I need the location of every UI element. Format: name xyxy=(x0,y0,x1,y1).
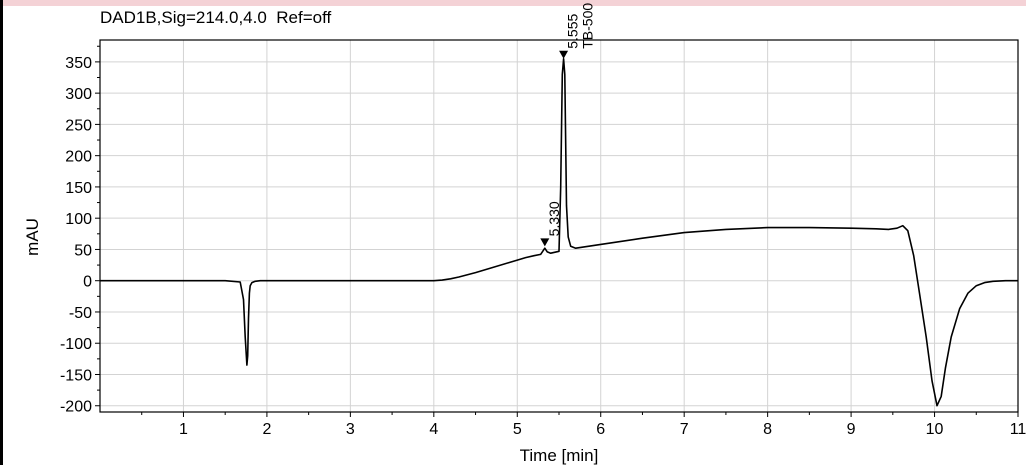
x-tick-label: 2 xyxy=(262,421,271,438)
y-tick-label: 50 xyxy=(74,242,92,259)
peak-compound-label: TB-500 xyxy=(580,3,596,49)
x-tick-label: 7 xyxy=(680,421,689,438)
x-axis-label: Time [min] xyxy=(520,446,599,465)
x-tick-label: 8 xyxy=(763,421,772,438)
peak-marker xyxy=(540,238,550,247)
x-tick-label: 11 xyxy=(1010,421,1026,438)
chromatogram-trace xyxy=(100,58,1018,407)
x-tick-label: 5 xyxy=(513,421,522,438)
grid-layer xyxy=(100,40,1019,412)
y-tick-label: -50 xyxy=(69,305,92,322)
y-tick-label: 350 xyxy=(65,55,92,72)
x-tick-label: 3 xyxy=(346,421,355,438)
window-left-border xyxy=(0,0,3,465)
y-tick-label: 0 xyxy=(83,274,92,291)
peak-annotations: 5.330 5.555 TB-500 xyxy=(540,3,596,247)
top-accent-strip xyxy=(0,0,1026,6)
peak-marker xyxy=(559,50,569,59)
y-tick-label: -200 xyxy=(60,399,92,416)
x-tick-label: 10 xyxy=(926,421,944,438)
peak-time-label: 5.330 xyxy=(546,201,562,236)
plot-area-frame xyxy=(99,39,1019,413)
x-tick-label: 6 xyxy=(596,421,605,438)
tick-layer: 1 2 3 4 5 6 7 8 9 10 11 350 300 250 200 150 100 50 0 -50 -10… xyxy=(60,45,1026,438)
peak-time-label: 5.555 xyxy=(565,14,581,49)
x-tick-label: 9 xyxy=(847,421,856,438)
y-tick-label: 250 xyxy=(65,117,92,134)
y-tick-label: -150 xyxy=(60,367,92,384)
y-axis-label: mAU xyxy=(23,218,42,256)
x-tick-label: 4 xyxy=(429,421,438,438)
x-tick-label: 1 xyxy=(179,421,188,438)
signal-title: DAD1B,Sig=214.0,4.0 Ref=off xyxy=(100,8,332,27)
y-tick-label: 300 xyxy=(65,86,92,103)
y-tick-label: 150 xyxy=(65,180,92,197)
y-tick-label: 100 xyxy=(65,211,92,228)
y-tick-label: 200 xyxy=(65,149,92,166)
y-tick-label: -100 xyxy=(60,336,92,353)
